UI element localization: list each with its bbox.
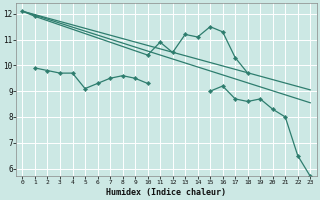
X-axis label: Humidex (Indice chaleur): Humidex (Indice chaleur) [106,188,226,197]
